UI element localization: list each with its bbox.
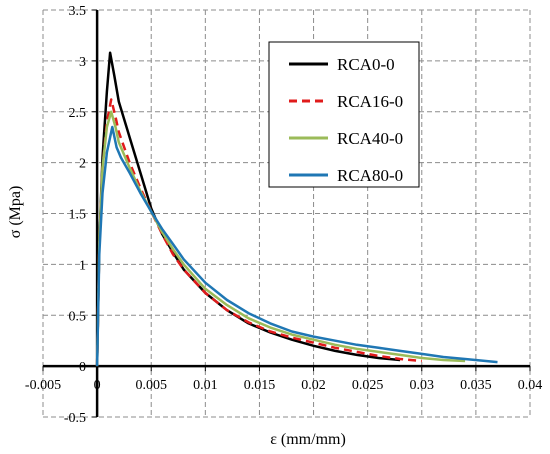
y-tick-label: 3 [79,55,86,70]
series-line-rca40-0 [95,110,466,367]
x-tick-label: -0.005 [25,378,61,393]
x-tick-label: 0.025 [352,378,384,393]
legend-box [268,41,420,188]
legend-label-rca40-0: RCA40-0 [337,129,403,148]
x-tick-label: 0 [94,378,101,393]
legend: RCA0-0 RCA16-0 RCA40-0 RCA80-0 [268,41,420,188]
series-line-rca16-0 [95,98,422,367]
legend-label-rca0-0: RCA0-0 [337,55,395,74]
y-tick-label: 0 [79,360,86,375]
x-tick-label: 0.03 [410,378,435,393]
y-axis-label: σ (Mpa) [7,186,24,239]
legend-label-rca80-0: RCA80-0 [337,166,403,185]
y-tick-label: 2.5 [69,106,87,121]
y-tick-label: 0.5 [69,309,87,324]
x-tick-label: 0.01 [193,378,218,393]
tick-labels: -0.005 0 0.005 0.01 0.015 0.02 0.025 0.03 0.035 0… [25,4,542,426]
legend-label-rca16-0: RCA16-0 [337,92,403,111]
x-tick-label: 0.035 [460,378,492,393]
x-tick-label: 0.04 [518,378,543,393]
y-tick-label: 3.5 [69,4,87,19]
y-tick-label: 1 [79,258,86,273]
y-tick-label: 1.5 [69,208,87,223]
y-tick-label: 2 [79,157,86,172]
x-axis-label: ε (mm/mm) [270,431,346,448]
y-tick-label: -0.5 [64,411,86,426]
x-tick-label: 0.005 [135,378,167,393]
series-lines [95,51,498,367]
series-line-rca80-0 [95,125,498,367]
x-tick-label: 0.015 [244,378,276,393]
x-tick-label: 0.02 [301,378,326,393]
